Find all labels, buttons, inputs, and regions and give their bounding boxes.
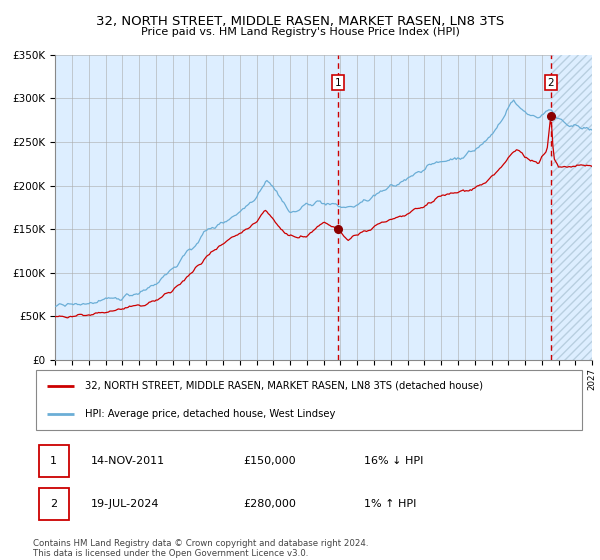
Text: 32, NORTH STREET, MIDDLE RASEN, MARKET RASEN, LN8 3TS (detached house): 32, NORTH STREET, MIDDLE RASEN, MARKET R… [85,381,483,391]
Text: Price paid vs. HM Land Registry's House Price Index (HPI): Price paid vs. HM Land Registry's House … [140,27,460,37]
Text: £280,000: £280,000 [244,499,296,508]
Text: 2: 2 [50,499,57,508]
Text: 1% ↑ HPI: 1% ↑ HPI [364,499,416,508]
FancyBboxPatch shape [36,370,582,430]
Text: 14-NOV-2011: 14-NOV-2011 [91,456,165,465]
Text: This data is licensed under the Open Government Licence v3.0.: This data is licensed under the Open Gov… [33,549,308,558]
Bar [551,55,592,360]
Text: 32, NORTH STREET, MIDDLE RASEN, MARKET RASEN, LN8 3TS: 32, NORTH STREET, MIDDLE RASEN, MARKET R… [96,15,504,28]
FancyBboxPatch shape [39,445,69,477]
Text: 16% ↓ HPI: 16% ↓ HPI [364,456,423,465]
Text: 19-JUL-2024: 19-JUL-2024 [91,499,159,508]
Text: HPI: Average price, detached house, West Lindsey: HPI: Average price, detached house, West… [85,409,335,419]
Text: 1: 1 [335,78,341,88]
Text: 1: 1 [50,456,57,465]
Text: Contains HM Land Registry data © Crown copyright and database right 2024.: Contains HM Land Registry data © Crown c… [33,539,368,548]
Text: £150,000: £150,000 [244,456,296,465]
FancyBboxPatch shape [39,488,69,520]
Text: 2: 2 [548,78,554,88]
